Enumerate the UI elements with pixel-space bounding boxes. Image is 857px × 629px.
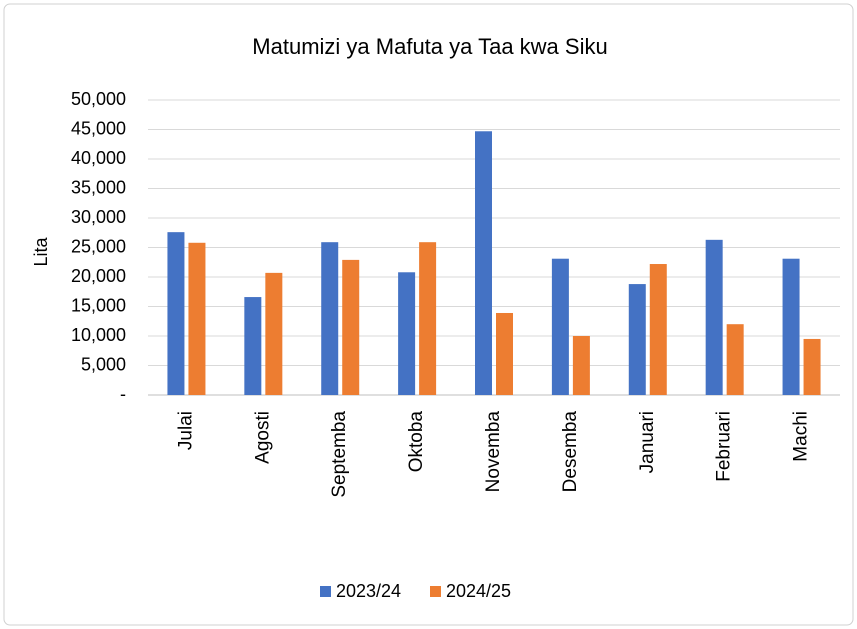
y-tick-label: 5,000 <box>81 354 126 374</box>
y-axis-label: Lita <box>31 237 51 267</box>
bar <box>705 239 723 395</box>
legend-label: 2023/24 <box>336 581 401 601</box>
y-tick-label: 10,000 <box>71 325 126 345</box>
bar <box>265 272 283 395</box>
x-tick-label: Septemba <box>329 411 350 498</box>
bar <box>419 242 437 395</box>
x-tick-label: Desemba <box>560 411 581 493</box>
bar <box>551 258 569 395</box>
y-tick-label: 15,000 <box>71 295 126 315</box>
x-tick-label: Machi <box>791 411 812 462</box>
y-tick-label: 25,000 <box>71 236 126 256</box>
x-tick-label: Februari <box>714 411 735 482</box>
bar <box>572 336 590 395</box>
legend-swatch <box>320 586 331 597</box>
y-tick-label: 50,000 <box>71 89 126 109</box>
bar <box>342 259 360 395</box>
y-tick-label: - <box>120 384 126 404</box>
bar <box>649 264 667 395</box>
legend-swatch <box>430 586 441 597</box>
bar <box>782 258 800 395</box>
x-tick-label: Novemba <box>483 411 504 493</box>
bar <box>496 312 513 395</box>
y-tick-label: 30,000 <box>71 207 126 227</box>
legend-label: 2024/25 <box>446 581 511 601</box>
bar <box>244 297 262 395</box>
bar <box>726 324 744 395</box>
y-tick-label: 45,000 <box>71 118 126 138</box>
y-tick-label: 40,000 <box>71 148 126 168</box>
chart-title: Matumizi ya Mafuta ya Taa kwa Siku <box>252 34 607 59</box>
y-tick-label: 20,000 <box>71 266 126 286</box>
bar <box>475 131 492 395</box>
bar <box>188 242 206 395</box>
x-tick-label: Januari <box>637 411 658 473</box>
y-tick-label: 35,000 <box>71 177 126 197</box>
bar <box>167 232 185 395</box>
bar <box>628 284 646 395</box>
bar <box>398 272 416 395</box>
x-tick-label: Julai <box>175 411 196 450</box>
x-tick-label: Agosti <box>252 411 273 464</box>
bar <box>321 242 339 395</box>
x-tick-label: Oktoba <box>406 411 427 473</box>
bar <box>803 338 821 395</box>
